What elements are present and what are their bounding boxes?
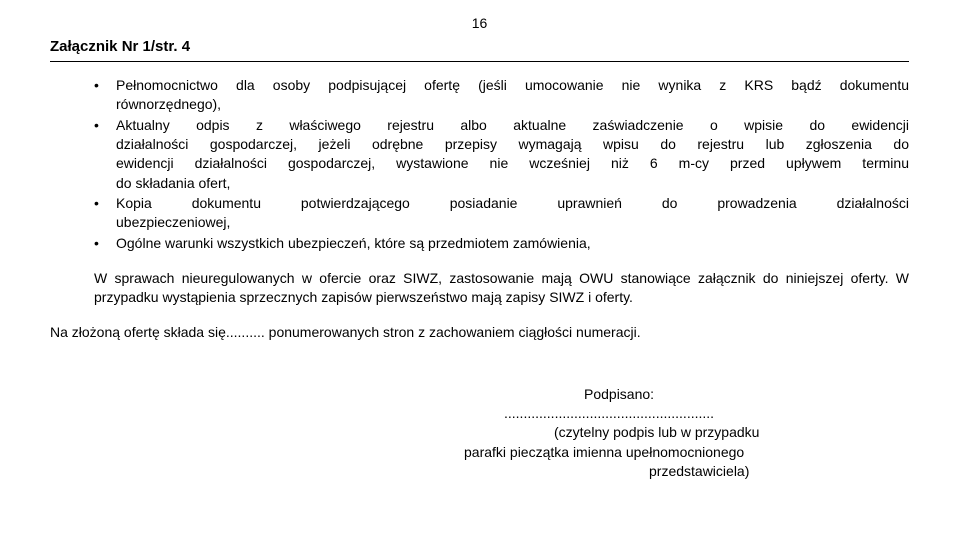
list-item: Ogólne warunki wszystkich ubezpieczeń, k… <box>94 234 909 253</box>
signature-block: Podpisano: .............................… <box>50 385 909 482</box>
paragraph-owu: W sprawach nieuregulowanych w ofercie or… <box>50 269 909 308</box>
attachment-header: Załącznik Nr 1/str. 4 <box>50 37 909 62</box>
list-text: równorzędnego), <box>116 95 909 114</box>
list-text: działalności gospodarczej, jeżeli odrębn… <box>116 135 909 154</box>
signature-label: Podpisano: <box>404 385 909 404</box>
list-text: ewidencji działalności gospodarczej, wys… <box>116 154 909 173</box>
paragraph-offer-pages: Na złożoną ofertę składa się.......... p… <box>50 323 909 342</box>
list-item: Kopia dokumentu potwierdzającego posiada… <box>94 194 909 233</box>
list-text: Kopia dokumentu potwierdzającego posiada… <box>116 194 909 213</box>
list-text: Ogólne warunki wszystkich ubezpieczeń, k… <box>116 234 909 253</box>
bullet-list: Pełnomocnictwo dla osoby podpisującej of… <box>50 76 909 253</box>
list-text: do składania ofert, <box>116 174 909 193</box>
list-item: Aktualny odpis z właściwego rejestru alb… <box>94 116 909 193</box>
signature-note: przedstawiciela) <box>404 462 909 481</box>
page-number: 16 <box>50 14 909 33</box>
signature-dots: ........................................… <box>404 404 909 423</box>
list-text: Aktualny odpis z właściwego rejestru alb… <box>116 116 909 135</box>
list-text: Pełnomocnictwo dla osoby podpisującej of… <box>116 76 909 95</box>
signature-note: (czytelny podpis lub w przypadku <box>404 423 909 442</box>
list-text: ubezpieczeniowej, <box>116 213 909 232</box>
list-item: Pełnomocnictwo dla osoby podpisującej of… <box>94 76 909 115</box>
signature-note: parafki pieczątka imienna upełnomocnione… <box>404 443 909 462</box>
